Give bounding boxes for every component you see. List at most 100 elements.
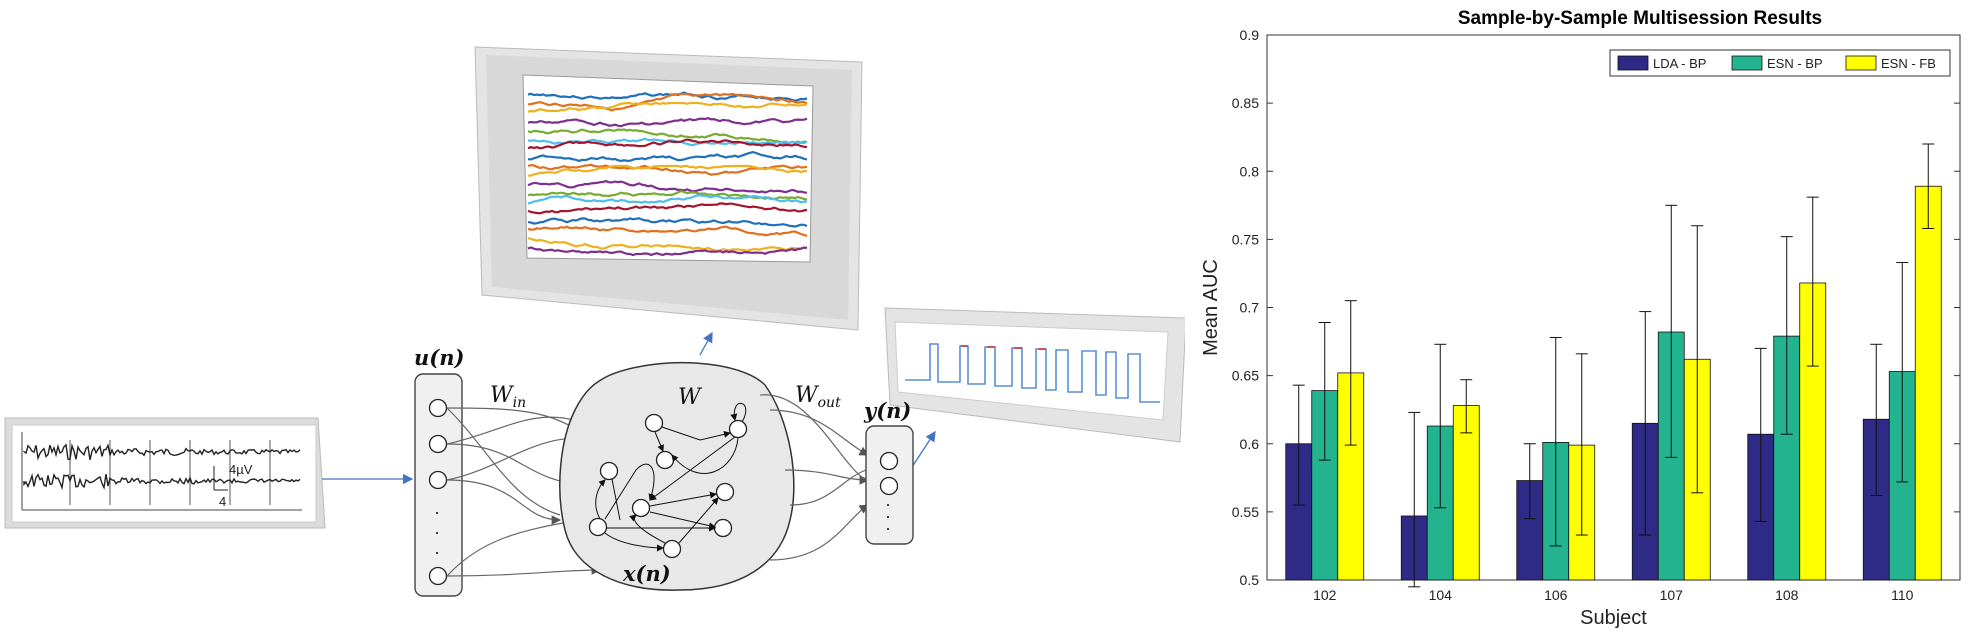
error-bar (1806, 196, 1819, 367)
chart-title: Sample-by-Sample Multisession Results (1458, 8, 1822, 29)
reservoir-node (715, 482, 735, 502)
reservoir-node (599, 461, 619, 481)
error-bar (1318, 321, 1331, 461)
error-bar-group (1292, 143, 1935, 588)
error-bar (1523, 443, 1536, 520)
reservoir-trace (527, 150, 808, 163)
error-bar (1691, 225, 1704, 494)
error-bar (1434, 343, 1447, 509)
x-tick-label: 107 (1660, 587, 1684, 603)
dot-1: · (434, 502, 440, 522)
x-tick-label: 104 (1429, 587, 1453, 603)
input-label: u(n) (414, 345, 464, 370)
legend-entry: ESN - FB (1881, 56, 1936, 71)
reservoir-node (588, 517, 608, 537)
x-tick-label: 106 (1544, 587, 1568, 603)
reservoir-trace (527, 246, 808, 257)
y-tick-label: 0.7 (1240, 300, 1260, 316)
bar-esn-fb-110 (1914, 185, 1942, 581)
y-tick-label: 0.65 (1232, 368, 1259, 384)
eeg-scale-top-label: 4µV (229, 462, 253, 477)
error-bar (1575, 353, 1588, 536)
output-signal-panel (884, 307, 1185, 443)
reservoir-trace (527, 217, 808, 228)
w-in-label: Win (490, 383, 526, 411)
reservoir-trace (527, 202, 808, 215)
state-label: x(n) (622, 561, 671, 586)
error-bar (1639, 311, 1652, 536)
reservoir-trace (527, 117, 808, 128)
error-bar (1870, 343, 1883, 497)
bar-group (1285, 185, 1942, 581)
reservoir-trace (527, 92, 808, 112)
x-tick-label: 108 (1775, 587, 1799, 603)
input-layer-column: · · · (414, 373, 463, 597)
error-bar (1780, 236, 1793, 435)
output-arrow (911, 430, 936, 468)
reservoir-node (631, 498, 651, 518)
y-tick-label: 0.6 (1240, 436, 1260, 452)
esn-diagram: 4µV 4 · · · u(n) Win (4, 46, 1185, 597)
reservoir-states-panel (474, 46, 863, 331)
x-axis-ticks: 102 104 106 107 108 110 (1313, 574, 1914, 603)
output-signal-red-marks (961, 345, 1046, 350)
reservoir-trace (527, 128, 808, 145)
reservoir-trace-group (527, 91, 808, 257)
y-tick-label: 0.5 (1240, 572, 1260, 588)
output-connections (759, 394, 870, 561)
error-bar (1292, 384, 1305, 506)
legend-swatch (1731, 55, 1763, 71)
x-axis-label: Subject (1580, 607, 1647, 629)
w-label: W (678, 385, 703, 410)
reservoir-node (662, 539, 682, 559)
error-bar (1665, 204, 1678, 458)
plot-area (1266, 34, 1961, 581)
y-tick-label: 0.75 (1232, 231, 1259, 247)
error-bar (1896, 262, 1909, 483)
reservoir-trace (527, 101, 808, 113)
y-axis-ticks: 0.5 0.55 0.6 0.65 0.7 0.75 0.8 0.85 0.9 (1232, 27, 1960, 588)
reservoir-node (713, 518, 733, 538)
eeg-input-panel: 4µV 4 (4, 417, 326, 529)
reservoir-trace (527, 164, 808, 177)
legend-swatch (1617, 55, 1649, 71)
y-tick-label: 0.85 (1232, 95, 1259, 111)
legend-swatch (1845, 55, 1877, 71)
reservoir-node (644, 413, 664, 433)
error-bar (1460, 379, 1473, 434)
bar-lda-bp-102 (1285, 443, 1313, 581)
reservoir-node (655, 450, 675, 470)
dot-3: · (434, 542, 440, 562)
eeg-trace-2 (23, 472, 301, 491)
auc-bar-chart: Sample-by-Sample Multisession Results 0.… (1200, 8, 1961, 629)
y-axis-label: Mean AUC (1200, 259, 1222, 356)
eeg-trace-1 (23, 443, 301, 461)
w-out-label: Wout (795, 383, 841, 411)
x-tick-label: 110 (1891, 587, 1914, 603)
eeg-scale-bottom-label: 4 (219, 494, 226, 509)
error-bar (1922, 143, 1935, 229)
states-arrow (699, 331, 713, 356)
reservoir-trace (527, 225, 808, 238)
error-bar (1754, 347, 1767, 522)
reservoir-node (728, 419, 748, 439)
y-tick-label: 0.9 (1240, 27, 1260, 43)
legend-entry: ESN - BP (1767, 56, 1823, 71)
error-bar (1408, 411, 1421, 588)
error-bar (1549, 336, 1562, 547)
dot-2: · (434, 522, 440, 542)
output-layer-column: · · · (865, 425, 914, 545)
legend-entry: LDA - BP (1653, 56, 1706, 71)
dot-6: · (885, 518, 891, 538)
reservoir-edges (595, 402, 747, 552)
chart-legend: LDA - BP ESN - BP ESN - FB (1609, 49, 1951, 77)
output-label: y(n) (863, 398, 911, 423)
x-tick-label: 102 (1313, 587, 1337, 603)
y-tick-label: 0.55 (1232, 504, 1259, 520)
reservoir-trace (527, 179, 808, 194)
reservoir-trace (527, 236, 808, 252)
dot-5: · (885, 506, 891, 526)
dot-4: · (885, 494, 891, 514)
y-tick-label: 0.8 (1240, 163, 1260, 179)
reservoir-trace (527, 138, 808, 150)
